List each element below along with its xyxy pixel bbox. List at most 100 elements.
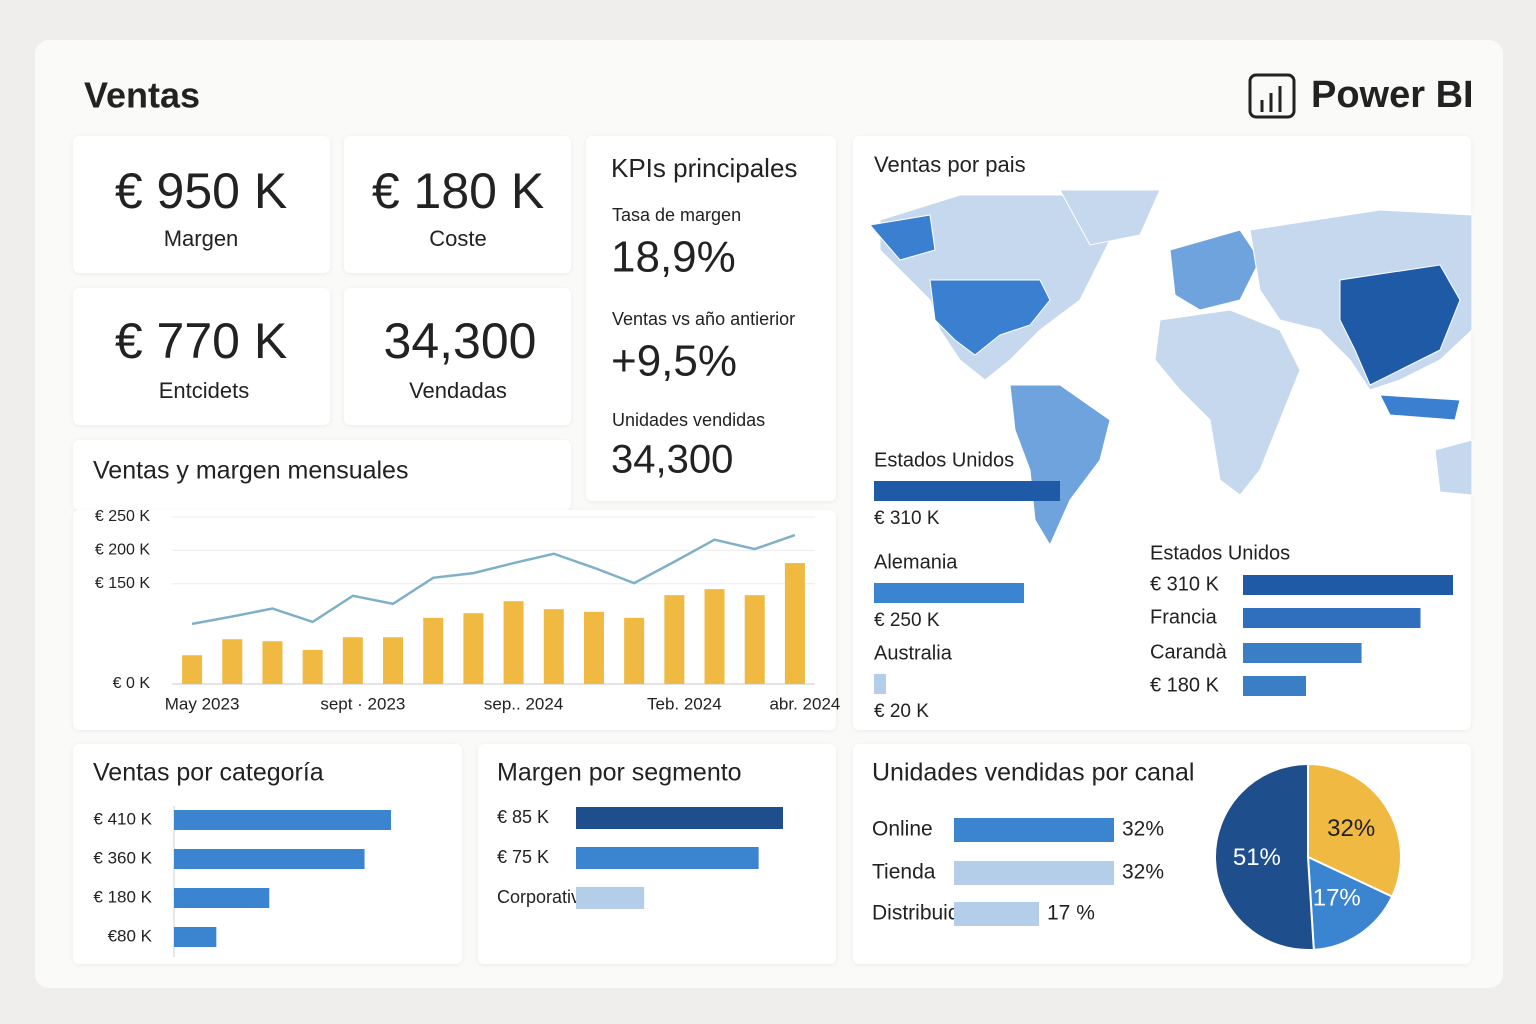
kpi-label: Margen [164,226,239,251]
bar [463,613,484,684]
kpi-item-label: Unidades vendidas [612,410,765,430]
kpi-item-label: Tasa de margen [612,205,741,225]
bar-label: € 180 K [1150,674,1220,696]
chart-title: Margen por segmento [497,759,742,787]
pie-slice [1307,762,1402,898]
kpi-label: Coste [429,226,486,251]
kpi-value: € 950 K [115,163,287,219]
value-label: € 310 K [874,508,940,529]
bar [704,589,725,684]
bar-label: € 85 K [497,807,549,827]
bar [342,637,363,684]
value-label: € 250 K [874,610,940,631]
bar-label: Alemania [874,551,958,573]
y-tick-label: € 0 K [113,675,151,692]
bar-label: € 410 K [93,809,152,828]
value-label: 32% [1122,818,1164,841]
chart-title: Unidades vendidas por canal [872,759,1194,787]
page-title: Ventas [84,75,200,116]
bar [954,861,1114,885]
bar [1243,575,1453,595]
bar [874,674,886,694]
pie-slice [1214,762,1315,951]
kpi-value: 34,300 [384,313,537,369]
x-tick-label: sep.. 2024 [484,694,563,713]
bar-label: Australia [874,642,953,664]
bar [576,847,759,869]
slice-label: 51% [1233,844,1281,871]
powerbi-logo [1248,73,1296,119]
chart-subtitle: Estados Unidos [1150,542,1290,564]
bar-label: Carandà [1150,641,1228,663]
bar-label: Tienda [872,861,936,884]
x-tick-label: abr. 2024 [769,694,840,713]
kpi-panel-title: KPIs principales [611,153,797,183]
bar [503,601,524,684]
bar-label: € 310 K [1150,573,1220,595]
bar-label: €80 K [108,926,153,945]
bar [174,927,217,947]
bar [784,563,805,684]
bar [874,481,1060,501]
bar-label: Corporativo [497,887,590,907]
kpi-item-value: +9,5% [611,337,737,386]
bar-label: Francia [1150,606,1218,628]
bar [302,649,323,684]
bar-label: Distribuidor [872,902,978,925]
bar [174,849,365,869]
bar [664,595,685,684]
kpi-item-value: 18,9% [611,233,736,282]
kpi-item-value: 34,300 [611,438,733,482]
chart-title: Ventas por categoría [93,759,324,787]
bar [576,807,783,829]
x-tick-label: May 2023 [165,694,240,713]
bar [1243,608,1421,628]
bar [174,810,391,830]
chart-title: Ventas y margen mensuales [93,457,408,485]
y-tick-label: € 250 K [95,508,150,525]
bar-label: € 360 K [93,848,152,867]
bar-label: Online [872,818,933,841]
bar [744,595,765,684]
bar [174,888,270,908]
bar [543,609,564,684]
brand: Power BI [1311,74,1474,116]
kpi-card [73,136,330,273]
y-tick-label: € 150 K [95,575,150,592]
bar [583,611,604,684]
bar [954,902,1039,926]
x-tick-label: sept · 2023 [320,694,405,713]
slice-label: 32% [1327,815,1375,842]
slice-label: 17% [1313,885,1361,912]
bar [423,617,444,684]
kpi-label: Vendadas [409,378,507,403]
bar [182,655,203,684]
bar [624,617,645,684]
bar [1243,676,1306,696]
bar-label: € 180 K [93,887,152,906]
kpi-item-label: Ventas vs año antierior [612,309,795,329]
world-map [869,189,1473,547]
value-label: 32% [1122,861,1164,884]
kpi-card [73,288,330,425]
kpi-value: € 180 K [372,163,544,219]
pie-slice [1306,855,1394,951]
line [191,533,796,626]
value-label: 17 % [1047,902,1095,925]
bar [576,887,645,909]
bar-label: € 75 K [497,847,549,867]
bar [954,818,1114,842]
value-label: € 20 K [874,701,929,722]
chart-card [73,440,571,510]
x-tick-label: Teb. 2024 [647,694,722,713]
bar [262,641,283,684]
bar-label: Estados Unidos [874,449,1014,471]
bar [222,639,243,684]
kpi-panel [586,136,836,501]
bar [383,637,404,684]
kpi-label: Entcidets [159,378,250,403]
y-tick-label: € 200 K [95,542,150,559]
bar [874,583,1024,603]
kpi-card [344,288,571,425]
